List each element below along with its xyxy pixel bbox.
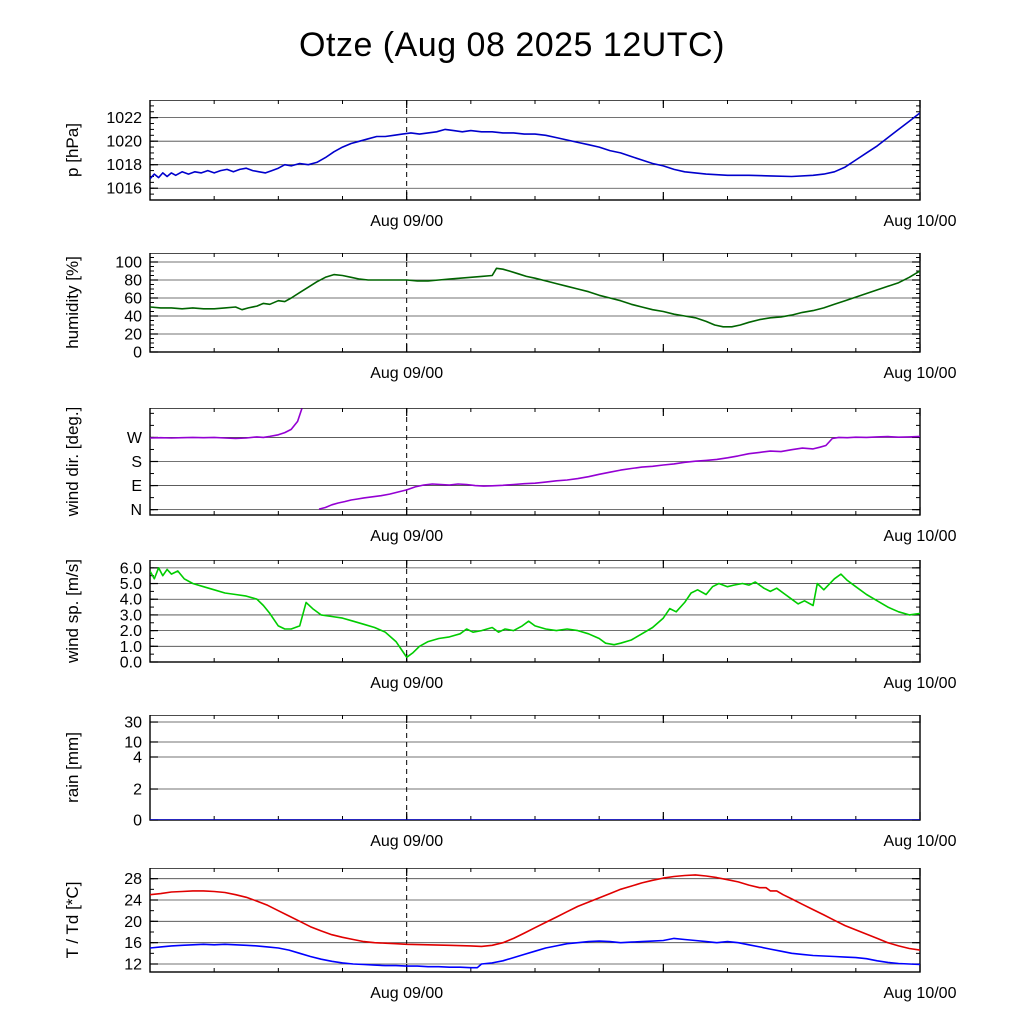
y-tick-label: 100	[115, 255, 142, 272]
wind-direction-line	[150, 408, 920, 510]
y-tick-label: 10	[124, 734, 142, 751]
y-tick-label: 12	[124, 957, 142, 974]
panel-pressure: 1016 1018 1020 1022 Aug 09/00 Aug 10/00 p [hPa…	[0, 99, 1024, 234]
x-tick-label: Aug 10/00	[884, 985, 957, 1002]
y-tick-label: 40	[124, 309, 142, 326]
plot-border	[149, 407, 921, 516]
panel-plot: 1016 1018 1020 1022 Aug 09/00 Aug 10/00 p [hPa…	[63, 99, 957, 230]
y-tick-label: 20	[124, 914, 142, 931]
y-axis-label: wind dir. [deg.]	[63, 408, 82, 517]
chart-title: Otze (Aug 08 2025 12UTC)	[299, 26, 725, 64]
y-tick-label: 1016	[106, 181, 142, 198]
temperature-line	[150, 874, 920, 951]
y-tick-label: 4	[133, 750, 142, 767]
y-tick-label: 0.0	[120, 655, 142, 672]
x-tick-label: Aug 09/00	[370, 528, 443, 545]
y-tick-label: 5.0	[120, 576, 142, 593]
y-axis-label: wind sp. [m/s]	[63, 560, 82, 664]
wind-speed-line	[150, 567, 920, 659]
y-axis-label: p [hPa]	[63, 123, 82, 177]
x-tick-label: Aug 10/00	[884, 833, 957, 850]
plot-border	[149, 252, 921, 353]
y-tick-label: 20	[124, 327, 142, 344]
x-tick-label: Aug 10/00	[884, 365, 957, 382]
y-tick-label: 6.0	[120, 560, 142, 577]
pressure-line	[150, 112, 920, 180]
y-tick-label: 0	[133, 345, 142, 362]
y-tick-label: 0	[133, 813, 142, 830]
y-tick-label: 30	[124, 715, 142, 732]
x-tick-label: Aug 09/00	[370, 213, 443, 230]
x-tick-label: Aug 10/00	[884, 213, 957, 230]
panel-plot: 0 2 410 30 Aug 09/00 Aug 10/00 rain [mm]	[63, 714, 957, 850]
y-tick-label: 4.0	[120, 592, 142, 609]
x-tick-label: Aug 09/00	[370, 365, 443, 382]
x-tick-label: Aug 10/00	[884, 675, 957, 692]
panel-plot: 0.01.02.03.04.05.06.0 Aug 09/00 Aug 10/00 w…	[63, 559, 957, 692]
y-tick-label: 80	[124, 273, 142, 290]
y-axis-label: rain [mm]	[63, 732, 82, 803]
plot-border	[149, 99, 921, 201]
y-tick-label: S	[131, 454, 142, 471]
humidity-line	[150, 267, 920, 328]
panel-rain: 0 2 4 10 30 Aug 09/00 Aug 10/00 rain [mm]	[0, 714, 1024, 854]
panel-humidity: 0 20 40 60 80 100 Aug 09/00 Aug 10/00 humidity […	[0, 252, 1024, 386]
dewpoint-line	[150, 937, 920, 969]
y-axis-label: T / Td [*C]	[63, 882, 82, 959]
y-tick-label: 2.0	[120, 623, 142, 640]
plot-border	[149, 867, 921, 973]
panel-wind-speed: 0.0 1.0 2.0 3.0 4.0 5.0 6.0 Aug 09/00 Aug 10/00 w…	[0, 559, 1024, 696]
y-tick-label: N	[130, 502, 142, 519]
plot-border	[149, 559, 921, 663]
y-tick-label: 16	[124, 935, 142, 952]
y-tick-label: E	[131, 478, 142, 495]
y-tick-label: 1.0	[120, 639, 142, 656]
y-tick-label: 2	[133, 782, 142, 799]
y-tick-label: 28	[124, 871, 142, 888]
y-tick-label: 1018	[106, 157, 142, 174]
panel-temperature: 12 16 20 24 28 Aug 09/00 Aug 10/00 T / Td [*C]	[0, 867, 1024, 1006]
y-tick-label: W	[127, 430, 143, 447]
y-tick-label: 1020	[106, 134, 142, 151]
panel-plot: 12 16 20 24 28 Aug 09/00 Aug 10/00 T / Td [*C]	[63, 867, 957, 1002]
panel-wind-direction: N E S W Aug 09/00 Aug 10/00 wind dir. [deg.]	[0, 407, 1024, 549]
x-tick-label: Aug 09/00	[370, 675, 443, 692]
y-tick-label: 60	[124, 291, 142, 308]
y-axis-label: humidity [%]	[63, 256, 82, 349]
y-tick-label: 24	[124, 893, 142, 910]
x-tick-label: Aug 09/00	[370, 833, 443, 850]
y-tick-label: 3.0	[120, 607, 142, 624]
y-tick-label: 1022	[106, 110, 142, 127]
plot-border	[149, 714, 921, 821]
x-tick-label: Aug 10/00	[884, 528, 957, 545]
x-tick-label: Aug 09/00	[370, 985, 443, 1002]
